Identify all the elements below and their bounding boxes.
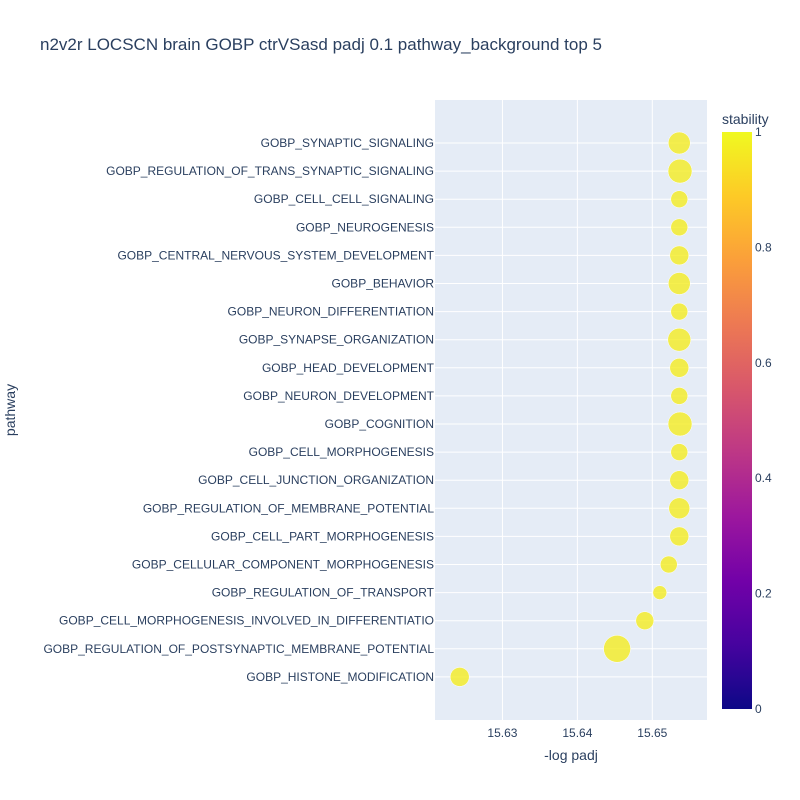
- data-point: [449, 667, 470, 687]
- colorbar-title: stability: [722, 111, 769, 127]
- colorbar-tick-label: 0.2: [755, 587, 772, 601]
- y-tick-label: GOBP_CELL_JUNCTION_ORGANIZATION: [198, 473, 434, 487]
- data-point: [667, 411, 693, 437]
- plot-area[interactable]: [435, 100, 707, 720]
- colorbar-tick-label: 1: [755, 125, 762, 139]
- data-point: [669, 526, 690, 547]
- x-tick-label: 15.65: [637, 726, 667, 740]
- y-tick-label: GOBP_COGNITION: [325, 417, 434, 431]
- data-point: [668, 497, 691, 520]
- data-points: [449, 131, 693, 687]
- data-point: [668, 272, 691, 295]
- y-tick-label: GOBP_CELL_MORPHOGENESIS: [249, 445, 434, 459]
- x-axis-tick-labels: 15.63 15.64 15.65: [487, 726, 667, 740]
- y-tick-label: GOBP_REGULATION_OF_POSTSYNAPTIC_MEMBRANE…: [43, 642, 434, 656]
- data-point: [670, 302, 689, 321]
- y-tick-label: GOBP_CELLULAR_COMPONENT_MORPHOGENESIS: [132, 558, 434, 572]
- data-point: [635, 611, 655, 630]
- y-tick-label: GOBP_NEURON_DEVELOPMENT: [243, 389, 434, 403]
- y-axis-title: pathway: [2, 384, 18, 436]
- y-tick-label: GOBP_CELL_CELL_SIGNALING: [254, 192, 434, 206]
- y-tick-label: GOBP_BEHAVIOR: [332, 277, 435, 291]
- data-point: [669, 470, 690, 490]
- y-tick-label: GOBP_SYNAPTIC_SIGNALING: [261, 136, 434, 150]
- y-tick-label: GOBP_REGULATION_OF_MEMBRANE_POTENTIAL: [143, 501, 435, 515]
- colorbar-tick-label: 0.4: [755, 471, 772, 485]
- colorbar-tick-label: 0.8: [755, 240, 772, 254]
- data-point: [670, 218, 689, 237]
- x-tick-label: 15.63: [487, 726, 517, 740]
- y-tick-label: GOBP_REGULATION_OF_TRANS_SYNAPTIC_SIGNAL…: [106, 164, 434, 178]
- chart-title: n2v2r LOCSCN brain GOBP ctrVSasd padj 0.…: [40, 35, 602, 54]
- y-tick-label: GOBP_REGULATION_OF_TRANSPORT: [212, 586, 435, 600]
- colorbar-tick-label: 0.6: [755, 356, 772, 370]
- data-point: [660, 555, 678, 574]
- y-tick-label: GOBP_CELL_PART_MORPHOGENESIS: [211, 529, 434, 543]
- y-tick-label: GOBP_HEAD_DEVELOPMENT: [262, 361, 435, 375]
- x-tick-label: 15.64: [562, 726, 592, 740]
- y-tick-label: GOBP_CELL_MORPHOGENESIS_INVOLVED_IN_DIFF…: [59, 614, 434, 628]
- colorbar[interactable]: [722, 132, 752, 709]
- data-point: [652, 585, 668, 600]
- grid-lines: [435, 100, 707, 720]
- data-point: [603, 635, 631, 663]
- data-point: [670, 387, 689, 405]
- y-axis-tick-labels: GOBP_SYNAPTIC_SIGNALING GOBP_REGULATION_O…: [43, 136, 434, 684]
- y-tick-label: GOBP_SYNAPSE_ORGANIZATION: [239, 333, 434, 347]
- colorbar-tick-label: 0: [755, 702, 762, 716]
- data-point: [669, 245, 690, 266]
- x-axis-title: -log padj: [544, 747, 598, 763]
- data-point: [670, 190, 689, 208]
- y-tick-label: GOBP_NEUROGENESIS: [296, 220, 434, 234]
- data-point: [667, 327, 692, 352]
- data-point: [667, 158, 693, 184]
- y-tick-label: GOBP_NEURON_DIFFERENTIATION: [228, 305, 434, 319]
- y-tick-label: GOBP_CENTRAL_NERVOUS_SYSTEM_DEVELOPMENT: [117, 248, 434, 262]
- y-tick-label: GOBP_HISTONE_MODIFICATION: [246, 670, 434, 684]
- data-point: [670, 443, 689, 461]
- data-point: [669, 358, 690, 378]
- data-point: [668, 131, 691, 155]
- colorbar-tick-labels: 0 0.2 0.4 0.6 0.8 1: [755, 125, 772, 716]
